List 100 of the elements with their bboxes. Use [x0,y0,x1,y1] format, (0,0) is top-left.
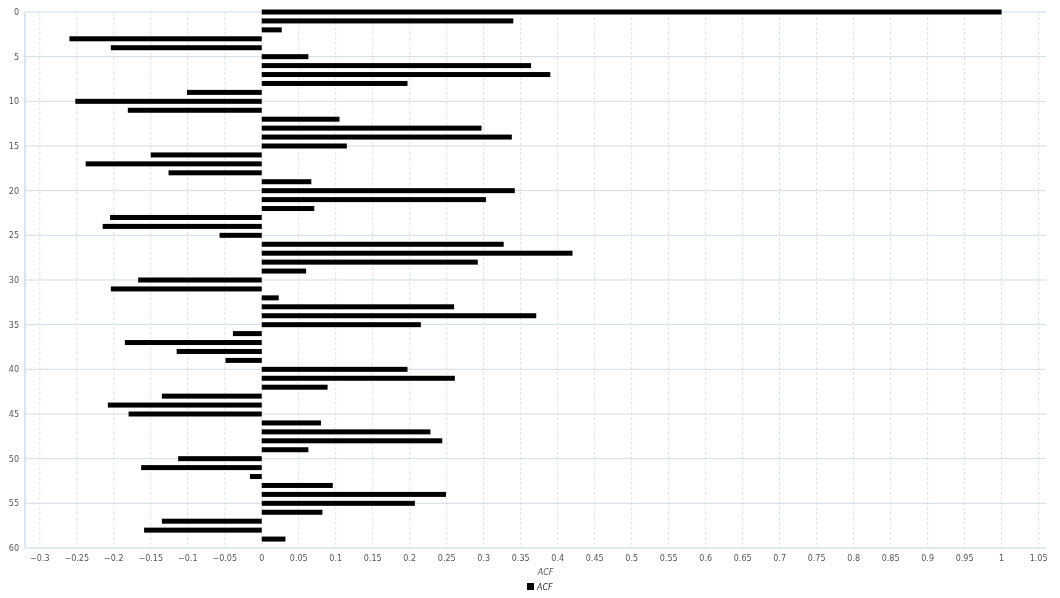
bar [261,384,328,390]
x-axis-title: ACF [536,568,554,577]
x-tick-label: −0.05 [212,554,238,563]
bar [261,447,309,453]
x-tick-label: 0.3 [477,554,491,563]
bar [138,277,262,283]
x-tick-label: 0.1 [329,554,343,563]
bar [110,214,262,220]
bar [261,536,286,542]
bar [261,295,279,301]
y-tick-label: 20 [8,186,19,196]
x-tick-label: 0.95 [955,554,974,563]
bar [102,223,262,229]
y-tick-label: 5 [13,52,19,62]
bar [85,161,262,167]
bar [261,250,573,256]
bar [69,36,262,42]
bar [261,206,315,212]
bar [124,340,262,346]
bar [261,322,421,328]
bar [261,491,446,497]
bar [261,116,340,122]
bar [161,518,262,524]
x-tick-label: 0.4 [551,554,565,563]
bar [75,98,262,104]
bar [261,313,537,319]
bar [107,402,262,408]
x-tick-label: 0.2 [403,554,417,563]
x-tick-label: 0.5 [625,554,639,563]
bar [261,304,455,310]
bar [261,188,515,194]
x-tick-label: 0.7 [773,554,787,563]
bar [261,241,504,247]
bar [261,420,321,426]
x-tick-label: 0.05 [289,554,308,563]
bar [187,89,262,95]
x-tick-label: 0.55 [659,554,678,563]
bar [261,259,478,265]
x-tick-label: 0.25 [437,554,456,563]
x-tick-label: 1 [999,554,1005,563]
x-tick-label: 0.6 [699,554,713,563]
x-tick-label: 0.75 [807,554,826,563]
bar [261,366,408,372]
bar [176,348,262,354]
x-tick-label: 0.35 [511,554,530,563]
y-tick-label: 0 [13,8,19,17]
bar [249,474,262,480]
x-tick-label: −0.3 [30,554,50,563]
bar [219,232,262,238]
bar [261,125,482,131]
bar [168,170,262,176]
bar [150,152,262,158]
bar [261,268,307,274]
bar [261,375,455,381]
bar [261,482,333,488]
y-tick-label: 30 [8,276,19,285]
bar [178,456,262,462]
x-tick-label: 0.65 [733,554,752,563]
y-tick-label: 55 [8,499,19,509]
y-tick-label: 50 [8,454,19,464]
y-tick-label: 10 [8,97,19,107]
x-tick-label: 1.05 [1029,554,1048,563]
y-tick-label: 35 [8,320,19,330]
bar [261,80,408,86]
bar [161,393,262,399]
y-tick-label: 45 [8,410,19,419]
bar [141,465,262,471]
bar [128,411,262,417]
bar [127,107,262,113]
x-tick-label: −0.25 [64,554,90,563]
bar [261,63,532,69]
bar [225,357,262,363]
x-tick-label: −0.2 [104,554,124,563]
x-tick-label: −0.1 [178,554,198,563]
y-tick-label: 40 [8,365,19,375]
bar [232,331,262,337]
bar [110,286,262,292]
bar [261,9,1002,15]
bar [261,27,282,33]
x-tick-label: 0.45 [585,554,604,563]
x-tick-label: 0.15 [363,554,382,563]
x-tick-label: 0.85 [881,554,900,563]
x-tick-label: 0.8 [847,554,860,563]
bar [261,143,347,149]
legend-label: ACF [536,583,554,592]
y-tick-label: 25 [8,231,19,241]
bar [261,429,431,435]
bar [144,527,262,533]
x-tick-label: 0 [259,554,265,563]
bar [261,179,312,185]
y-tick-label: 60 [8,544,19,553]
bar [261,509,323,515]
bar [261,54,309,60]
bar [261,72,551,78]
bar [261,197,486,203]
bar [261,18,514,24]
x-tick-label: −0.15 [138,554,164,563]
bar [261,134,512,140]
bar [110,45,262,51]
bar [261,500,415,506]
